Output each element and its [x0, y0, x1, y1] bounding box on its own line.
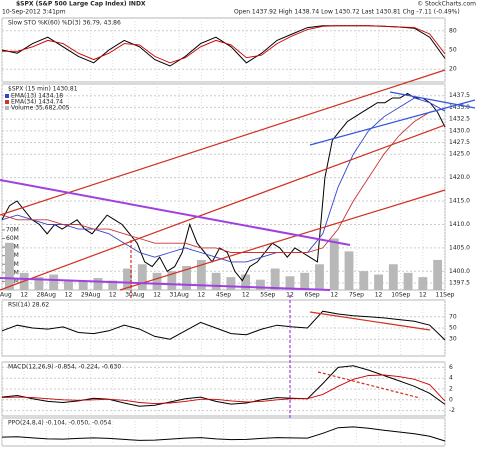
volume-bar	[315, 264, 324, 290]
y-tick-label: 0	[449, 396, 453, 403]
volume-bar	[403, 272, 413, 290]
x-tick-label: 31Aug	[170, 292, 190, 299]
volume-bar	[78, 281, 88, 290]
x-tick-label: 12	[109, 292, 117, 299]
panel-title: Slow STO %K(60) %D(3) 36.79, 43.86	[8, 20, 121, 27]
legend-swatch	[5, 94, 9, 98]
y-tick-label: 1427.5	[449, 139, 470, 146]
y-tick-label: 1420.0	[449, 174, 470, 181]
volume-bar	[137, 264, 147, 290]
quote: Open 1437.92 High 1438.74 Low 1430.72 La…	[234, 9, 460, 16]
y-tick-label: -2	[449, 407, 455, 414]
x-tick-label: 29Aug	[81, 292, 101, 299]
panel-title: MACD(12,26,9) -0.854, -0.224, -0.630	[8, 364, 121, 371]
x-tick-label: 12	[375, 292, 383, 299]
volume-bar	[49, 274, 59, 290]
x-tick-label: 12	[419, 292, 427, 299]
volume-bar	[123, 268, 132, 290]
volume-bar	[182, 265, 192, 290]
symbol: $SPX (S&P 500 Large Cap Index) INDX	[16, 1, 146, 8]
series-line	[1, 374, 446, 405]
volume-bar	[34, 277, 44, 290]
x-tick-label: 12	[242, 292, 250, 299]
x-tick-label: 27Aug	[0, 292, 12, 299]
volume-bar	[433, 259, 443, 290]
series-line	[1, 108, 446, 253]
x-tick-label: 12	[198, 292, 206, 299]
y-tick-label: 6	[449, 364, 453, 371]
y-tick-label: 2	[449, 386, 453, 393]
legend-entry: EMA(34) 1434.74	[11, 99, 63, 106]
volume-bar	[108, 280, 118, 290]
x-tick-label: 6Sep	[305, 292, 320, 299]
x-tick-label: 12	[65, 292, 73, 299]
panel-title: PPO(24,8,4) -0.104, -0.050, -0.054	[8, 420, 111, 427]
x-tick-label: 12	[330, 292, 338, 299]
x-tick-label: 5Sep	[260, 292, 275, 299]
volume-bar	[152, 272, 162, 290]
x-tick-label: 11Sep	[436, 292, 455, 299]
volume-bar	[196, 259, 206, 290]
date: 10-Sep-2012 3:41pm	[2, 9, 66, 16]
legend-swatch	[5, 106, 9, 110]
volume-bar	[418, 277, 428, 290]
panel-title: $SPX (15 min) 1430.81	[8, 86, 78, 93]
credit: © StockCharts.com	[417, 1, 476, 8]
volume-bar	[300, 272, 310, 290]
x-tick-label: 10Sep	[391, 292, 410, 299]
series-line	[1, 365, 446, 407]
y-tick-label: 4	[449, 375, 453, 382]
y-tick-label: 50	[449, 47, 457, 54]
series-line	[2, 25, 446, 64]
panel-title: RSI(14) 28.62	[8, 302, 49, 309]
y-tick-label: 30	[449, 336, 457, 343]
y-tick-label: 80	[449, 27, 457, 34]
volume-bar	[4, 242, 14, 290]
volume-bar	[167, 271, 177, 290]
y-tick-label: 50	[449, 325, 457, 332]
y-tick-label: 1410.0	[449, 221, 470, 228]
x-tick-label: 12	[20, 292, 28, 299]
y-tick-label: 20	[449, 66, 457, 73]
series-line	[1, 310, 446, 341]
volume-bar	[211, 272, 221, 290]
y-tick-label: 1405.0	[449, 244, 470, 251]
y2-tick-label: 60M	[6, 235, 19, 242]
volume-bar	[270, 268, 280, 290]
volume-bar	[241, 274, 251, 290]
volume-bar	[359, 271, 369, 290]
trendlines	[0, 69, 476, 420]
volume-bar	[374, 274, 383, 290]
volume-bar	[255, 279, 265, 290]
volume-bar	[93, 277, 103, 290]
y-tick-label: 1432.5	[449, 116, 470, 123]
y-tick-label: 1430.0	[449, 127, 470, 134]
x-tick-label: 28Aug	[37, 292, 57, 299]
y-tick-label: 70	[449, 313, 457, 320]
volume-bar	[285, 276, 295, 290]
volume-bar	[344, 251, 354, 290]
y-tick-label: 1400.0	[449, 268, 470, 275]
y-tick-label: 1425.0	[449, 151, 470, 158]
y-tick-label: 1437.5	[449, 92, 470, 99]
y2-tick-label: 70M	[6, 226, 19, 233]
x-tick-label: 4Sep	[216, 292, 231, 299]
volume-bar	[226, 277, 236, 290]
series-line	[1, 426, 446, 442]
x-tick-label: 30Aug	[125, 292, 145, 299]
x-tick-label: 7Sep	[349, 292, 364, 299]
panel	[1, 417, 446, 447]
x-tick-label: 12	[153, 292, 161, 299]
volume-bar	[64, 279, 73, 290]
y-tick-label: 1435.0	[449, 104, 470, 111]
y-tick-label: 1415.0	[449, 198, 470, 205]
y-tick-label: 1397.5	[449, 279, 470, 286]
volume-bar	[388, 264, 398, 290]
legend-entry: EMA(13) 1434.18	[11, 93, 63, 100]
volume-bar	[329, 238, 339, 290]
legend-entry: Volume 35,682,005	[11, 105, 70, 112]
legend-swatch	[5, 100, 9, 104]
